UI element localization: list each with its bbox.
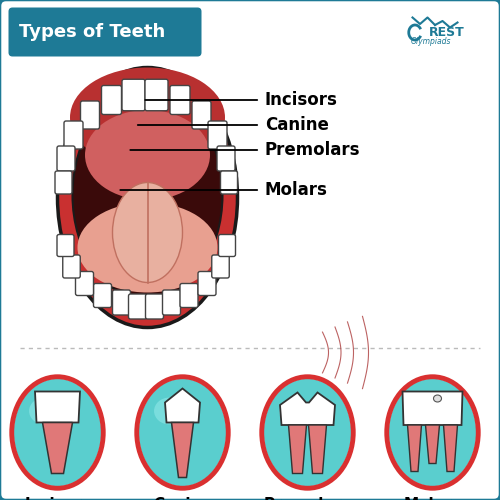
Text: Molars: Molars (265, 181, 328, 199)
FancyBboxPatch shape (57, 146, 75, 171)
Ellipse shape (264, 379, 351, 486)
Ellipse shape (112, 182, 182, 282)
Text: Types of Teeth: Types of Teeth (19, 23, 165, 41)
Ellipse shape (139, 379, 226, 486)
FancyBboxPatch shape (208, 121, 227, 149)
FancyBboxPatch shape (146, 294, 164, 319)
Text: Canine: Canine (265, 116, 329, 134)
FancyBboxPatch shape (128, 294, 146, 319)
Polygon shape (444, 425, 458, 472)
FancyBboxPatch shape (122, 80, 145, 111)
FancyBboxPatch shape (64, 121, 83, 149)
Ellipse shape (277, 395, 338, 470)
FancyBboxPatch shape (217, 146, 235, 171)
Ellipse shape (27, 395, 88, 470)
Polygon shape (280, 392, 335, 425)
Polygon shape (408, 425, 422, 472)
FancyBboxPatch shape (76, 272, 94, 295)
Text: Premolars: Premolars (264, 497, 351, 500)
Ellipse shape (78, 202, 218, 292)
Polygon shape (288, 425, 306, 474)
Ellipse shape (70, 68, 225, 168)
FancyBboxPatch shape (102, 86, 121, 114)
Text: Molars: Molars (404, 497, 461, 500)
Polygon shape (165, 388, 200, 422)
Ellipse shape (18, 384, 97, 481)
Text: Premolars: Premolars (265, 141, 360, 159)
Ellipse shape (402, 395, 463, 470)
FancyBboxPatch shape (57, 234, 74, 256)
FancyBboxPatch shape (218, 234, 236, 256)
Ellipse shape (72, 90, 223, 300)
Ellipse shape (434, 395, 442, 402)
FancyBboxPatch shape (212, 255, 229, 278)
FancyBboxPatch shape (80, 101, 100, 129)
Ellipse shape (268, 384, 347, 481)
Polygon shape (35, 392, 80, 422)
Polygon shape (308, 425, 326, 474)
Text: Olympiads: Olympiads (411, 38, 451, 46)
FancyBboxPatch shape (8, 8, 202, 56)
Ellipse shape (85, 110, 210, 200)
Polygon shape (402, 392, 462, 425)
FancyBboxPatch shape (198, 272, 216, 295)
FancyBboxPatch shape (170, 86, 190, 114)
Ellipse shape (279, 398, 310, 424)
Polygon shape (426, 425, 440, 464)
Text: Canine: Canine (153, 497, 212, 500)
FancyBboxPatch shape (94, 284, 112, 308)
FancyBboxPatch shape (145, 80, 168, 111)
Ellipse shape (393, 384, 472, 481)
Polygon shape (172, 422, 194, 478)
FancyBboxPatch shape (162, 290, 180, 315)
Ellipse shape (404, 398, 434, 424)
FancyBboxPatch shape (192, 101, 211, 129)
Text: Incisors: Incisors (265, 91, 338, 109)
Ellipse shape (154, 398, 184, 424)
FancyBboxPatch shape (180, 284, 198, 308)
Ellipse shape (14, 379, 101, 486)
Ellipse shape (152, 395, 213, 470)
Ellipse shape (29, 398, 60, 424)
Ellipse shape (389, 379, 476, 486)
Text: REST: REST (429, 26, 465, 38)
FancyBboxPatch shape (112, 290, 130, 315)
FancyBboxPatch shape (55, 171, 72, 194)
Text: Incisors: Incisors (24, 497, 91, 500)
FancyBboxPatch shape (220, 171, 238, 194)
FancyBboxPatch shape (62, 255, 80, 278)
Ellipse shape (143, 384, 222, 481)
Polygon shape (42, 422, 72, 474)
Ellipse shape (58, 68, 238, 328)
